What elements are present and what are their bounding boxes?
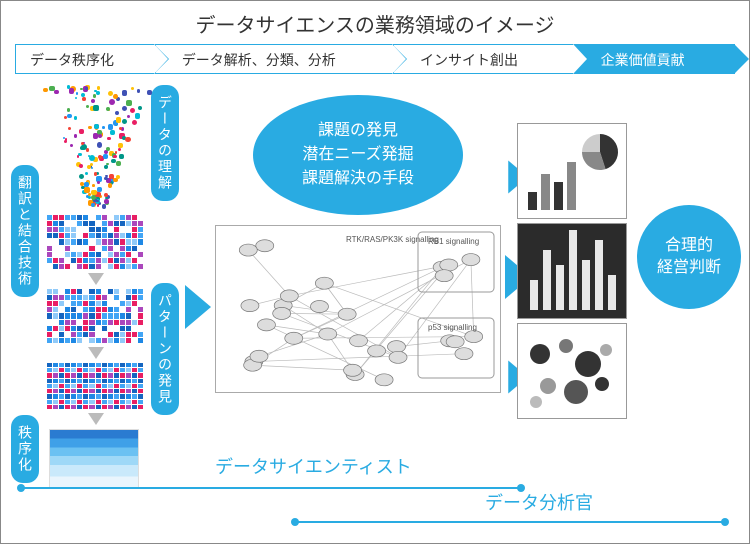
span-line-analyst bbox=[295, 521, 725, 523]
down-arrow-icon bbox=[88, 347, 104, 359]
ellipse-line: 課題解決の手段 bbox=[302, 167, 414, 191]
center-ellipse: 課題の発見 潜在ニーズ発掘 課題解決の手段 bbox=[253, 95, 463, 215]
data-funnel-column bbox=[41, 85, 151, 489]
pixel-stripes bbox=[47, 363, 143, 409]
step-insight: インサイト創出 bbox=[393, 44, 574, 74]
span-line-scientist bbox=[21, 487, 521, 489]
flow-arrow-icon bbox=[185, 285, 211, 329]
span-label-analyst: データ分析官 bbox=[485, 489, 593, 515]
process-chevrons: データ秩序化 データ解析、分類、分析 インサイト創出 企業価値貢献 bbox=[1, 44, 749, 76]
thumb-dark-bars bbox=[517, 223, 627, 319]
vlabel-understand: データの理解 bbox=[151, 85, 179, 201]
span-label-scientist: データサイエンティスト bbox=[215, 453, 412, 479]
thumb-bubbles bbox=[517, 323, 627, 419]
net-region-label: p53 signalling bbox=[428, 323, 477, 332]
ordered-gradient-block bbox=[49, 429, 139, 489]
pixel-cloud-2 bbox=[47, 289, 143, 343]
scatter-funnel-icon bbox=[41, 85, 151, 215]
page-title: データサイエンスの業務領域のイメージ bbox=[1, 1, 749, 44]
network-diagram: RTK/RAS/PK3K signalling RB1 signalling p… bbox=[215, 225, 501, 393]
network-svg: RTK/RAS/PK3K signalling RB1 signalling p… bbox=[216, 226, 500, 392]
step-analysis: データ解析、分類、分析 bbox=[155, 44, 393, 74]
ellipse-line: 課題の発見 bbox=[318, 119, 398, 143]
chart-thumbnails bbox=[517, 123, 627, 419]
vlabel-pattern: パターンの発見 bbox=[151, 283, 179, 415]
ellipse-line: 潜在ニーズ発掘 bbox=[302, 143, 413, 167]
step-value: 企業価値貢献 bbox=[574, 44, 735, 74]
net-region-label: RB1 signalling bbox=[428, 237, 479, 246]
pixel-cloud-1 bbox=[47, 215, 143, 269]
net-region-label: RTK/RAS/PK3K signalling bbox=[346, 235, 439, 244]
rcircle-line: 合理的 bbox=[657, 235, 721, 257]
down-arrow-icon bbox=[88, 413, 104, 425]
rcircle-line: 経営判断 bbox=[657, 257, 721, 279]
thumb-pie-bar bbox=[517, 123, 627, 219]
down-arrow-icon bbox=[88, 273, 104, 285]
step-data-order: データ秩序化 bbox=[15, 44, 155, 74]
decision-circle: 合理的 経営判断 bbox=[637, 205, 741, 309]
vlabel-order: 秩序化 bbox=[11, 415, 39, 483]
vlabel-translate: 翻訳と結合技術 bbox=[11, 165, 39, 297]
